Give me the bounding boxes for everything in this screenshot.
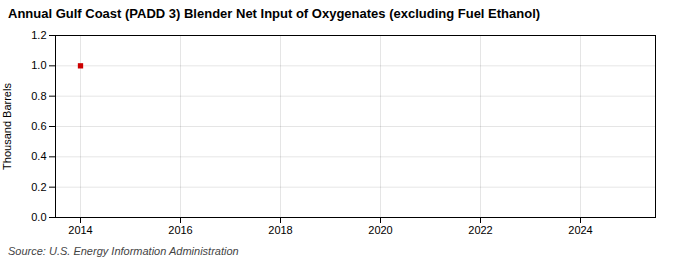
svg-text:2022: 2022 [468,224,492,236]
svg-text:2020: 2020 [368,224,392,236]
html-text:Annual Gulf Coast (PADD 3) Ble: Annual Gulf Coast (PADD 3) Blender Net I… [8,6,541,21]
svg-text:0.8: 0.8 [31,90,46,102]
svg-text:0.4: 0.4 [31,150,46,162]
svg-text:0.0: 0.0 [31,211,46,223]
svg-text:0.2: 0.2 [31,181,46,193]
svg-text:1.0: 1.0 [31,59,46,71]
html-text:Source: U.S. Energy Informatio: Source: U.S. Energy Information Administ… [8,245,239,257]
svg-text:2024: 2024 [568,224,592,236]
svg-text:2016: 2016 [168,224,192,236]
svg-text:2018: 2018 [268,224,292,236]
svg-text:0.6: 0.6 [31,120,46,132]
svg-text:Thousand Barrels: Thousand Barrels [1,83,13,170]
svg-text:1.2: 1.2 [31,29,46,41]
svg-text:2014: 2014 [68,224,92,236]
